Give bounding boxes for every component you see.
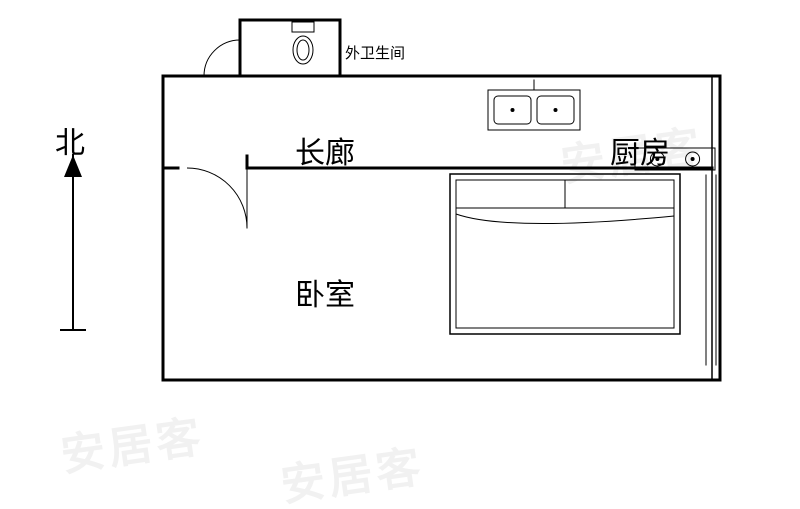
floor-plan: 安居客 安居客 安居客 北 外卫生间 长廊 厨房 卧室 xyxy=(0,0,800,509)
compass-label: 北 xyxy=(55,118,85,162)
plan-svg xyxy=(0,0,800,509)
corridor-label: 长廊 xyxy=(295,128,355,172)
bedroom-label: 卧室 xyxy=(295,270,355,314)
kitchen-label: 厨房 xyxy=(610,128,670,172)
bathroom-label: 外卫生间 xyxy=(345,42,405,63)
